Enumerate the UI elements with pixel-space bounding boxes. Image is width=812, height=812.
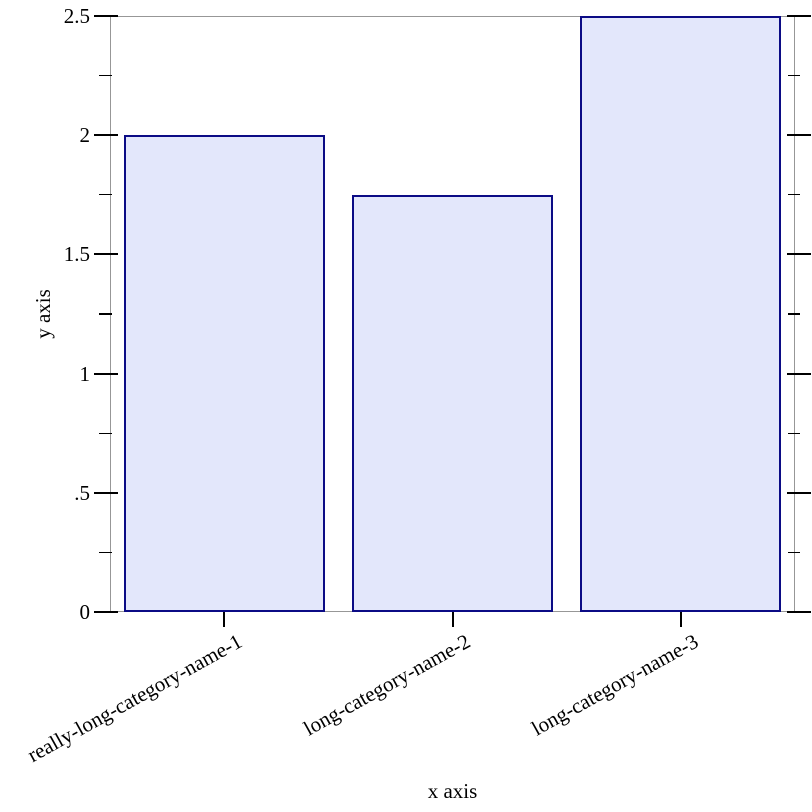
y-major-tick-right [787,253,811,256]
x-tick-label: long-category-name-2 [299,629,475,741]
x-tick [679,612,682,627]
bar [352,194,553,612]
y-major-tick-left [94,611,118,613]
y-tick-label: 0 [79,600,91,624]
x-tick-label: long-category-name-3 [527,629,703,741]
y-minor-tick-right [788,432,800,434]
y-minor-tick-left [99,313,112,315]
y-major-tick-right [787,372,811,375]
y-major-tick-right [787,491,811,494]
y-tick-label: .5 [74,480,90,505]
y-minor-tick-right [788,551,800,554]
bar [580,16,782,612]
y-minor-tick-left [99,194,112,196]
y-tick-label: 2 [79,123,91,148]
y-tick-label: 2.5 [63,4,90,28]
y-major-tick-right [787,15,811,17]
x-tick-label: really-long-category-name-1 [23,629,246,768]
x-tick [451,612,454,627]
y-minor-tick-left [99,551,112,554]
y-major-tick-left [94,134,118,137]
y-tick-label: 1 [79,361,91,386]
y-major-tick-left [94,253,118,256]
bar [123,135,325,612]
y-major-tick-right [787,611,811,613]
x-axis-title: x axis [427,779,478,803]
y-major-tick-left [94,372,118,375]
y-minor-tick-right [788,74,800,77]
y-minor-tick-right [788,194,800,196]
y-minor-tick-left [99,432,112,434]
y-axis-title: y axis [31,289,55,339]
y-major-tick-right [787,134,811,137]
y-tick-label: 1.5 [63,242,90,267]
y-major-tick-left [94,15,118,17]
y-major-tick-left [94,491,118,494]
x-tick [223,612,226,627]
y-minor-tick-right [788,313,800,315]
y-minor-tick-left [99,74,112,77]
